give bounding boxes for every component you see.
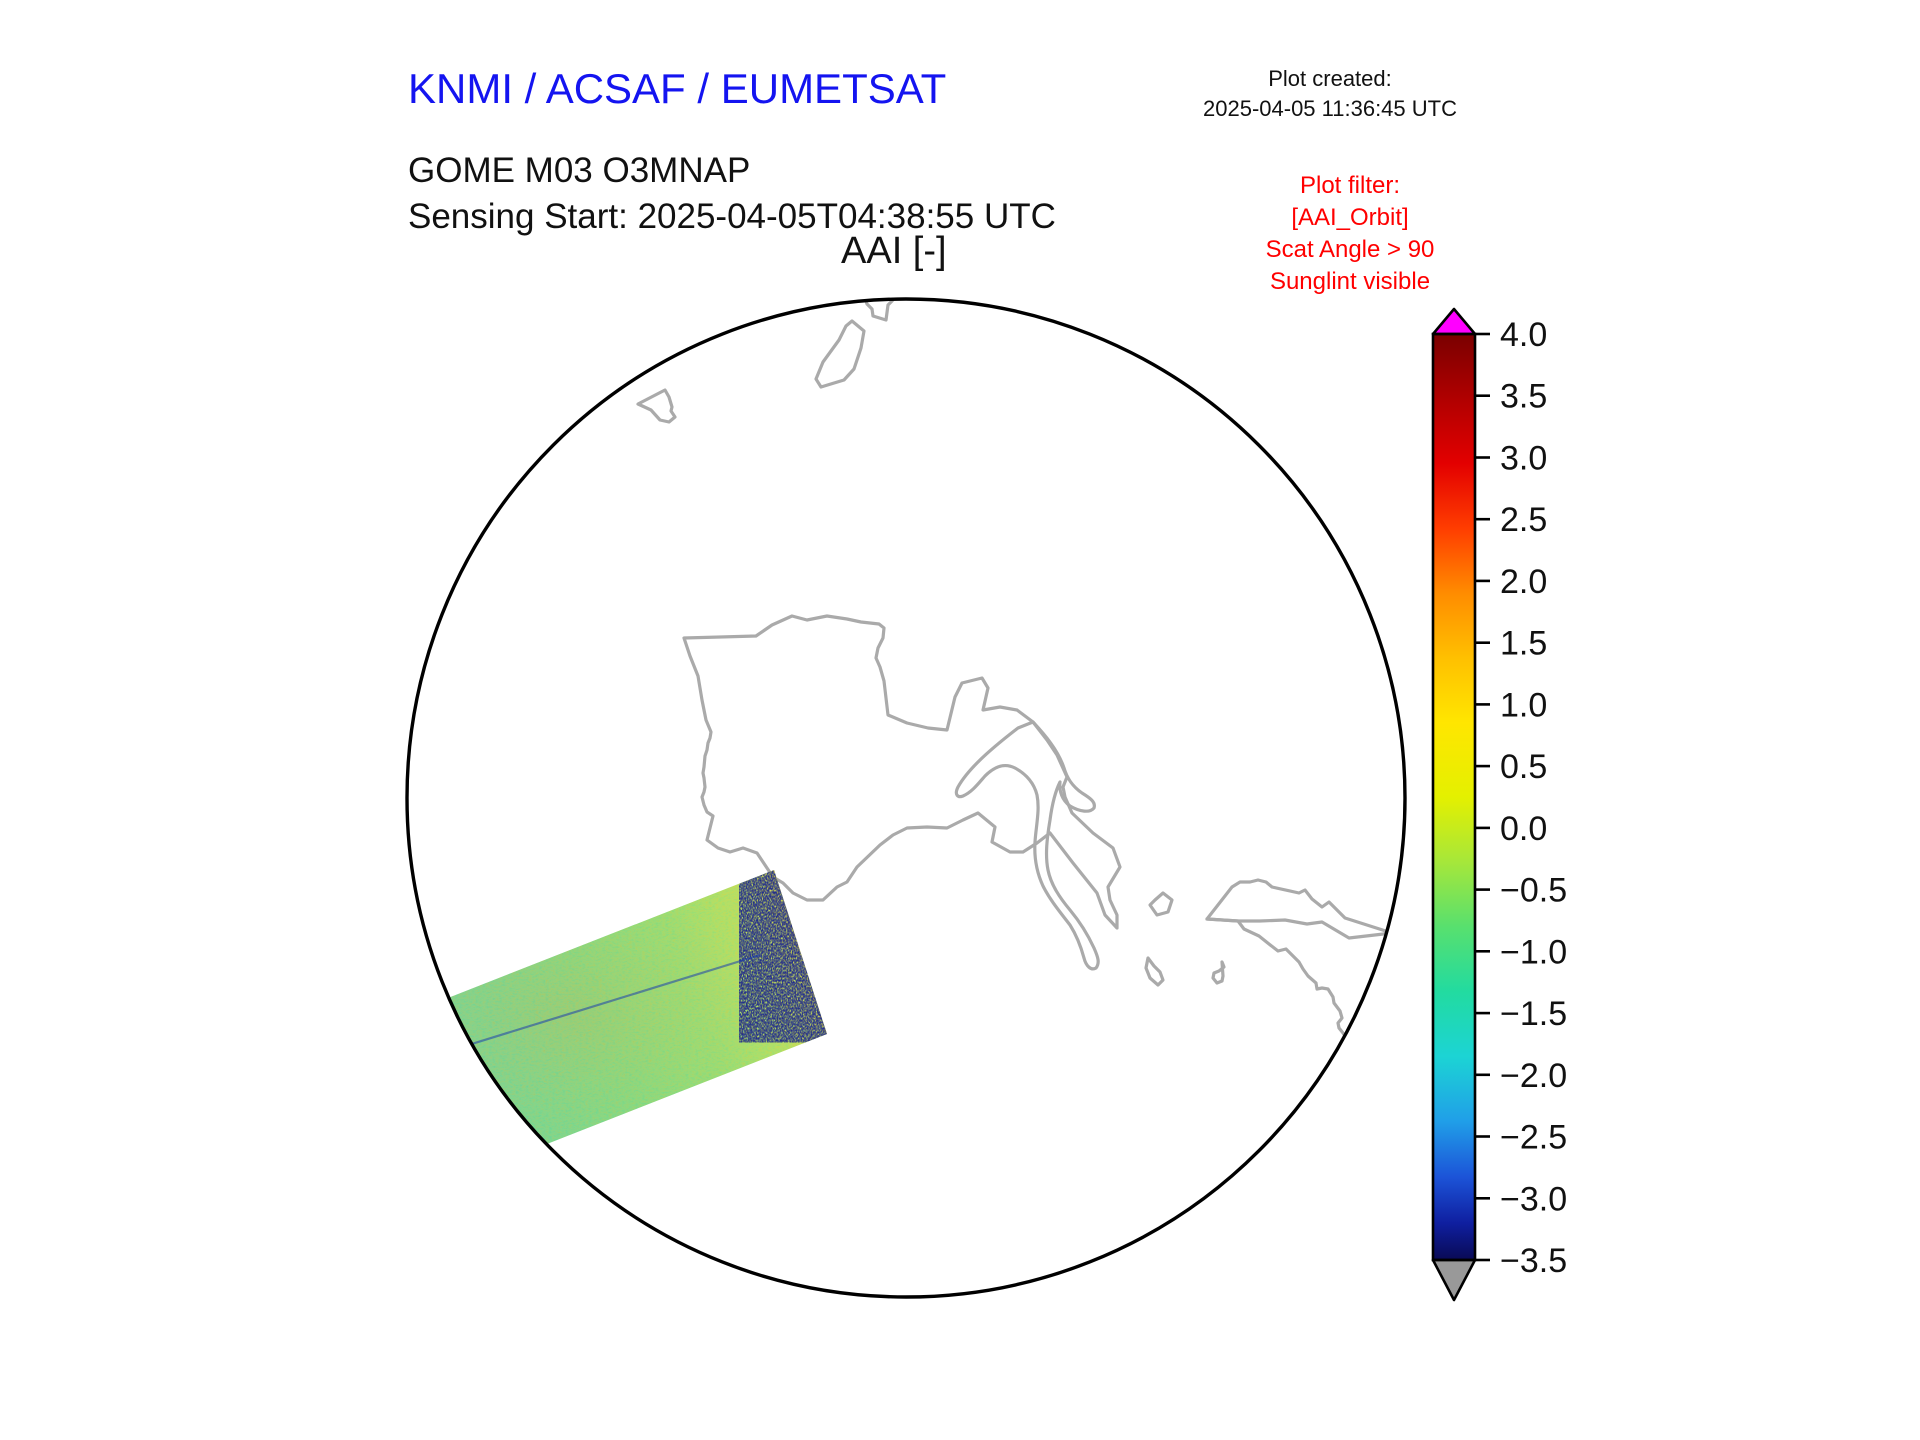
svg-text:−3.0: −3.0 bbox=[1500, 1180, 1567, 1218]
svg-text:1.0: 1.0 bbox=[1500, 686, 1547, 724]
svg-text:0.5: 0.5 bbox=[1500, 748, 1547, 786]
svg-text:−1.0: −1.0 bbox=[1500, 933, 1567, 971]
svg-text:2.5: 2.5 bbox=[1500, 501, 1547, 539]
svg-text:1.5: 1.5 bbox=[1500, 625, 1547, 663]
svg-text:−3.5: −3.5 bbox=[1500, 1242, 1567, 1280]
svg-text:2.0: 2.0 bbox=[1500, 563, 1547, 601]
svg-text:−1.5: −1.5 bbox=[1500, 995, 1567, 1033]
svg-text:4.0: 4.0 bbox=[1500, 316, 1547, 354]
svg-text:3.5: 3.5 bbox=[1500, 378, 1547, 416]
svg-text:3.0: 3.0 bbox=[1500, 440, 1547, 478]
svg-text:−0.5: −0.5 bbox=[1500, 872, 1567, 910]
svg-text:−2.5: −2.5 bbox=[1500, 1119, 1567, 1157]
svg-text:−2.0: −2.0 bbox=[1500, 1057, 1567, 1095]
svg-text:0.0: 0.0 bbox=[1500, 810, 1547, 848]
